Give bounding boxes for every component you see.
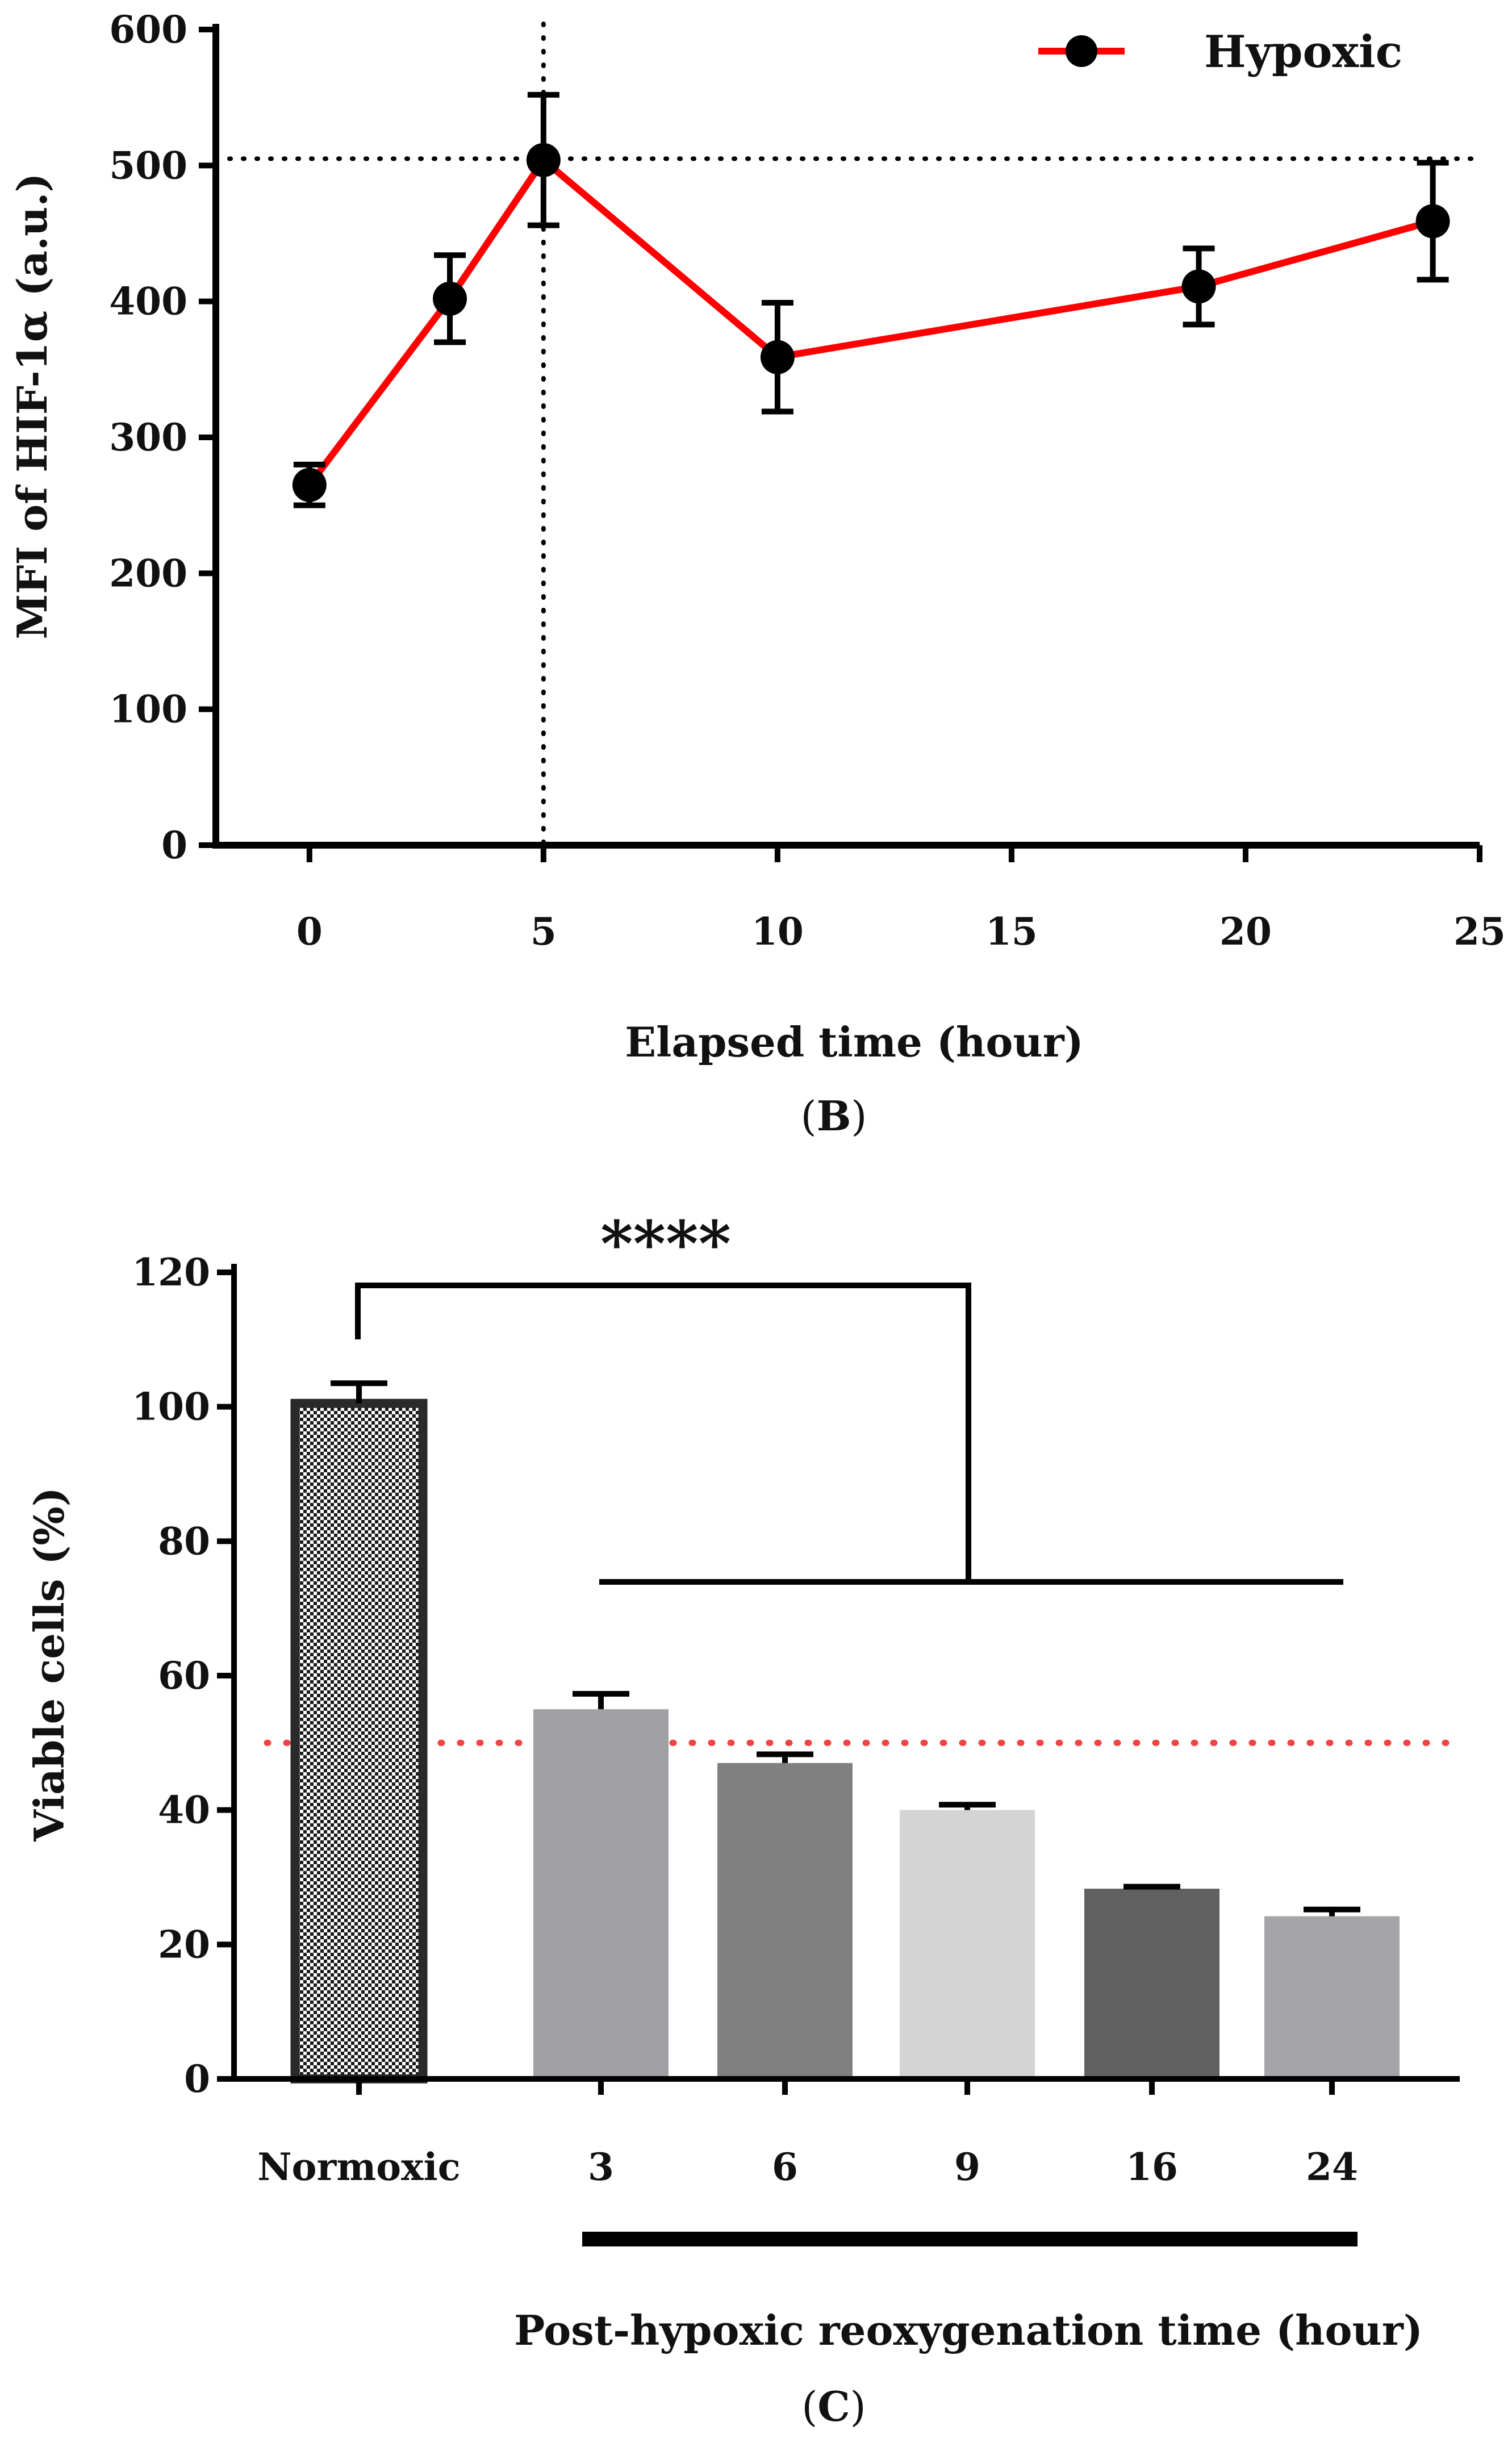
data-point: [526, 143, 561, 177]
y-tick-label: 500: [109, 143, 187, 187]
chart-c-caption-letter: C: [817, 2382, 850, 2431]
legend-label: Hypoxic: [1204, 26, 1402, 78]
chart-c-x-axis-label: Post-hypoxic reoxygenation time (hour): [514, 2306, 1423, 2354]
chart-b-x-ticks: 0 5 10 15 20 25: [296, 845, 1506, 954]
significance-stars: ****: [600, 1207, 731, 1280]
significance-bracket: [355, 1283, 1343, 1585]
bar: [717, 1763, 853, 2079]
y-tick-label: 60: [158, 1653, 210, 1698]
bar: [533, 1709, 669, 2079]
bar: [1084, 1889, 1219, 2079]
chart-b: 0 100 200 300 400 500 600 0 5 10 15 20 25 Hypoxic E…: [8, 7, 1506, 1140]
y-tick-label: 200: [109, 551, 187, 595]
x-tick-label: 24: [1306, 2145, 1358, 2189]
y-tick-label: 100: [109, 687, 187, 732]
x-tick-label: 5: [531, 909, 557, 954]
bar: [1264, 1916, 1400, 2079]
y-tick-label: 600: [109, 7, 187, 52]
x-tick-label: 6: [772, 2145, 798, 2189]
y-tick-label: 120: [132, 1250, 210, 1294]
x-tick-label: 9: [954, 2145, 980, 2189]
legend-marker: [1066, 35, 1097, 67]
chart-c-bars: [290, 1380, 1400, 2083]
x-tick-label: 10: [751, 909, 804, 954]
chart-c: 0 20 40 60 80 100 120 Normoxic 3 6 9 16 24 **** Pos…: [25, 1207, 1463, 2431]
chart-b-x-axis-label: Elapsed time (hour): [625, 1018, 1083, 1066]
data-point: [433, 281, 467, 316]
y-tick-label: 100: [132, 1385, 210, 1429]
y-tick-label: 20: [158, 1922, 210, 1966]
y-tick-label: 40: [158, 1788, 210, 1832]
x-tick-label: 20: [1219, 909, 1272, 954]
data-point: [1415, 204, 1450, 239]
chart-b-caption: (B): [800, 1092, 867, 1140]
data-point: [1181, 269, 1216, 304]
chart-c-y-axis-label: Viable cells (%): [25, 1487, 73, 1842]
y-tick-label: 0: [184, 2057, 210, 2101]
chart-b-series: [292, 91, 1450, 508]
bracket-top: [355, 1283, 971, 1582]
x-tick-label: 15: [985, 909, 1038, 954]
data-point: [292, 467, 327, 502]
x-tick-label: 0: [296, 909, 323, 954]
y-tick-label: 300: [109, 415, 187, 460]
data-point: [760, 340, 795, 374]
x-tick-label: 25: [1453, 909, 1506, 954]
chart-b-reference-lines: [214, 22, 1482, 847]
chart-c-x-ticks: Normoxic 3 6 9 16 24: [257, 2079, 1358, 2189]
bar: [290, 1398, 428, 2083]
y-tick-label: 80: [158, 1519, 210, 1563]
chart-b-y-ticks: 0 100 200 300 400 500 600: [109, 7, 216, 867]
chart-c-y-ticks: 0 20 40 60 80 100 120: [132, 1250, 234, 2101]
x-tick-label: 3: [588, 2145, 614, 2189]
chart-b-caption-letter: B: [817, 1092, 851, 1140]
bar: [900, 1810, 1035, 2079]
chart-b-y-axis-label: MFI of HIF-1α (a.u.): [8, 173, 56, 640]
x-tick-label: 16: [1126, 2145, 1178, 2189]
y-tick-label: 400: [109, 279, 187, 324]
series-line-hypoxic: [307, 156, 1434, 487]
y-tick-label: 0: [161, 823, 187, 867]
x-tick-label: Normoxic: [257, 2145, 461, 2189]
chart-c-caption: (C): [801, 2382, 866, 2431]
